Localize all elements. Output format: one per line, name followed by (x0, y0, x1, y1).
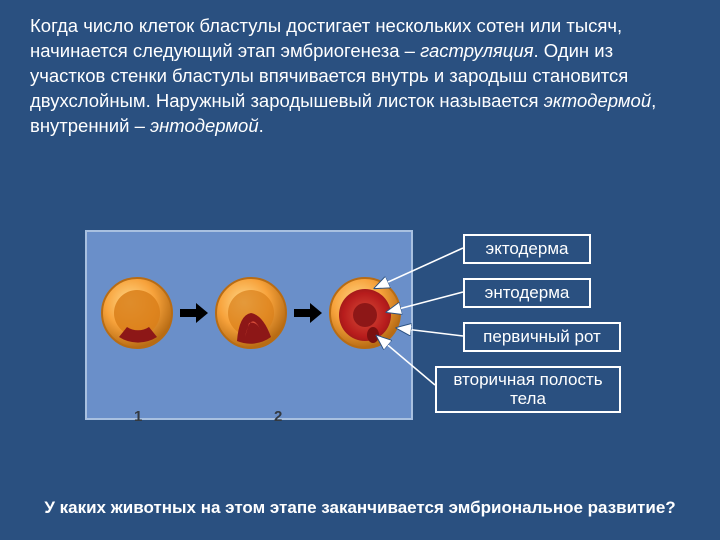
stage-number-2: 2 (274, 408, 282, 425)
p-part5: энтодермой (150, 115, 259, 136)
gastrulation-diagram-box: 1 2 (85, 230, 413, 420)
cell-stage-1 (99, 275, 175, 351)
intro-paragraph: Когда число клеток бластулы достигает не… (30, 14, 690, 139)
diagram-area: 1 2 эктодерма энтодерма первичный рот вт… (85, 230, 645, 440)
progress-arrow-1-icon (178, 301, 210, 325)
p-part6: . (259, 115, 264, 136)
label-entoderm: энтодерма (463, 278, 591, 308)
p-part3: эктодермой (544, 90, 651, 111)
label-secondary-cavity: вторичная полость тела (435, 366, 621, 413)
progress-arrow-2-icon (292, 301, 324, 325)
label-primary-mouth: первичный рот (463, 322, 621, 352)
cell-stage-3 (327, 275, 403, 351)
cells-row (99, 268, 403, 358)
stage-number-1: 1 (134, 408, 142, 425)
question-text: У каких животных на этом этапе заканчива… (0, 498, 720, 518)
label-ectoderm: эктодерма (463, 234, 591, 264)
cell-stage-2 (213, 275, 289, 351)
p-part1: гаструляция (420, 40, 533, 61)
